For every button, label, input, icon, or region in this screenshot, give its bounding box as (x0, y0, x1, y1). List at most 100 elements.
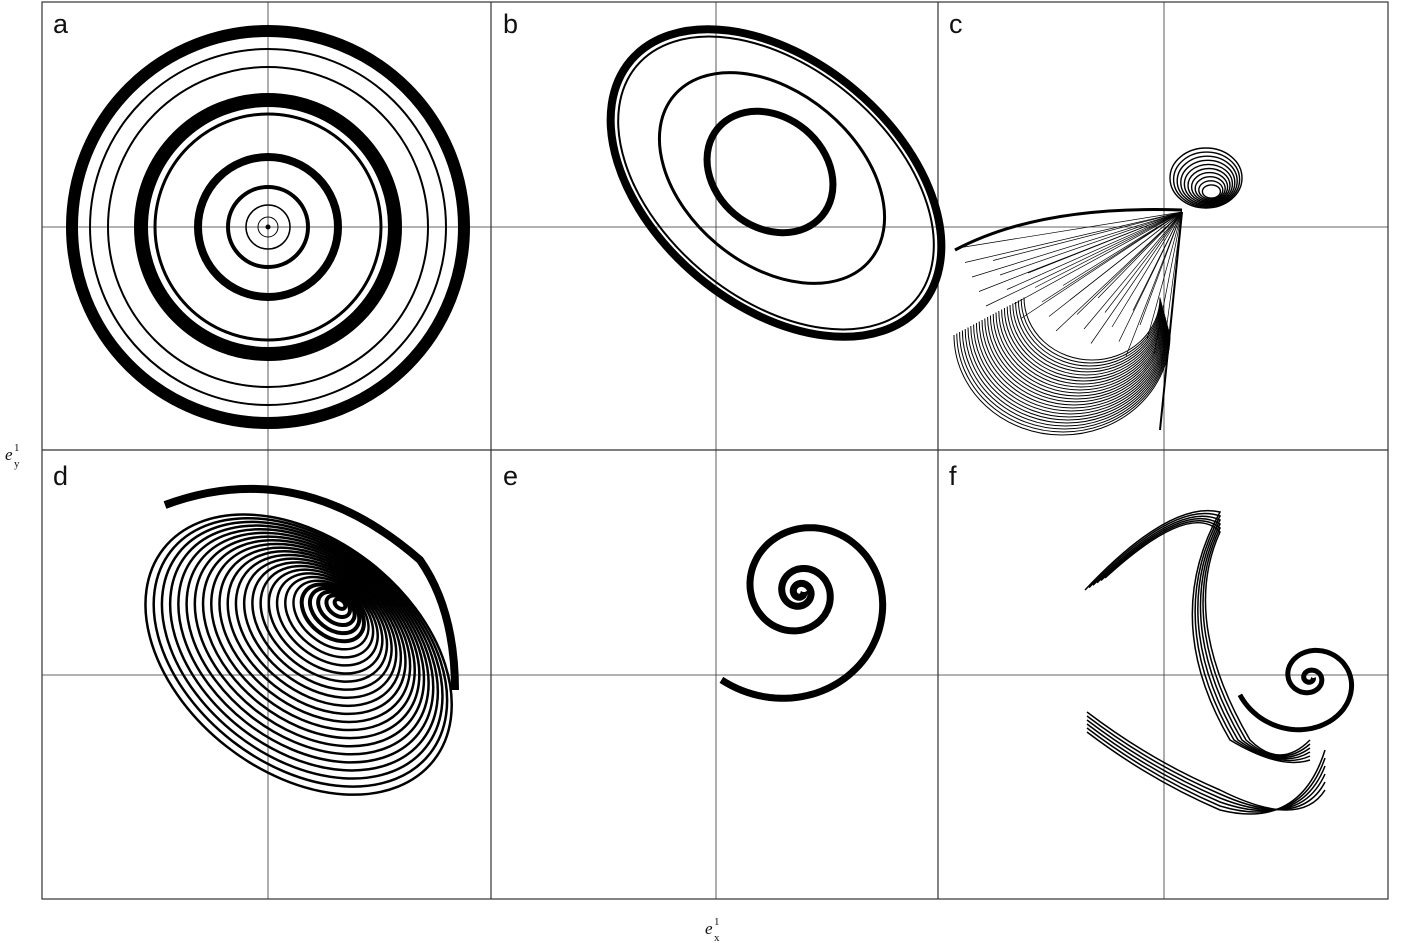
curve (1183, 163, 1234, 205)
curve (971, 211, 1183, 278)
curve (970, 325, 1169, 418)
curve (964, 328, 1169, 424)
curve (1111, 211, 1183, 328)
curve (1153, 211, 1183, 355)
curve (1090, 211, 1183, 344)
label-sub: y (14, 458, 20, 470)
curve (193, 535, 426, 748)
panel-label: a (53, 9, 69, 39)
curve (1180, 159, 1236, 206)
curve (954, 208, 1183, 252)
curve (332, 597, 348, 611)
curve (1086, 715, 1326, 811)
curve (992, 211, 1183, 261)
curve (292, 579, 370, 651)
curve (242, 557, 398, 699)
curve (961, 330, 1170, 427)
curve (1086, 719, 1326, 811)
curve (1125, 211, 1183, 357)
curve (251, 561, 393, 691)
curve (324, 593, 352, 619)
curve (1086, 731, 1326, 815)
panel-label: f (949, 461, 957, 491)
curve (998, 310, 1165, 388)
curve (152, 516, 449, 788)
curve (1187, 167, 1231, 204)
curve (66, 25, 470, 429)
curve (719, 524, 887, 702)
panel-label: e (503, 461, 518, 491)
curve (1055, 211, 1183, 332)
curve (1159, 211, 1183, 431)
curve (606, 25, 946, 341)
curve (177, 527, 435, 764)
label-sup: 1 (714, 916, 720, 928)
curve (1012, 303, 1163, 373)
curve (1088, 512, 1311, 762)
panel-label: b (503, 9, 518, 39)
curve (153, 112, 383, 342)
curve (1003, 307, 1164, 382)
curve (967, 327, 1169, 421)
curve (1017, 300, 1162, 367)
curve (201, 539, 421, 740)
curve (959, 331, 1170, 430)
curve (1139, 211, 1183, 326)
curve (973, 324, 1168, 415)
curve (299, 582, 366, 644)
curve (265, 224, 271, 230)
curve (307, 586, 362, 636)
curve (284, 575, 375, 659)
curve (1086, 711, 1326, 811)
curve (1020, 298, 1161, 364)
curve (987, 316, 1166, 400)
curve (1132, 211, 1183, 311)
curve (1027, 211, 1183, 274)
curve (657, 71, 887, 285)
panel-label: d (53, 461, 68, 491)
curve (1176, 155, 1238, 207)
curve (1006, 211, 1183, 290)
curve (218, 546, 412, 724)
curve (89, 48, 447, 406)
curve (194, 153, 342, 301)
curve (617, 35, 935, 331)
curve (981, 319, 1167, 406)
curve (267, 568, 384, 675)
curve (1020, 211, 1183, 319)
curve (1198, 180, 1224, 200)
curve (1086, 723, 1326, 812)
curve (1104, 521, 1311, 756)
curve (1069, 211, 1183, 301)
curve (1237, 647, 1355, 733)
curve (984, 318, 1167, 403)
label-sup: 1 (14, 442, 20, 454)
curve (245, 204, 291, 250)
curve (168, 524, 440, 772)
curve (1084, 509, 1311, 764)
curve (1009, 304, 1163, 376)
curve (1097, 211, 1183, 299)
curve (275, 572, 379, 667)
curve (703, 107, 837, 237)
curve (160, 520, 444, 780)
curve (1013, 211, 1183, 305)
curve (144, 513, 453, 796)
curve (964, 211, 1183, 263)
curve (989, 315, 1166, 397)
curve (953, 334, 1171, 436)
label-base: e (705, 919, 713, 938)
curve (1169, 147, 1243, 209)
curve (1104, 211, 1183, 313)
x-axis-label: e 1 x (705, 916, 720, 943)
curve (163, 484, 459, 691)
curve (1190, 171, 1229, 203)
curve (1096, 517, 1311, 759)
curve (1100, 520, 1311, 757)
frame (41, 1, 1389, 900)
panel-label: c (949, 9, 963, 39)
curve (226, 550, 407, 716)
curve (985, 211, 1183, 307)
curve (1023, 297, 1161, 361)
